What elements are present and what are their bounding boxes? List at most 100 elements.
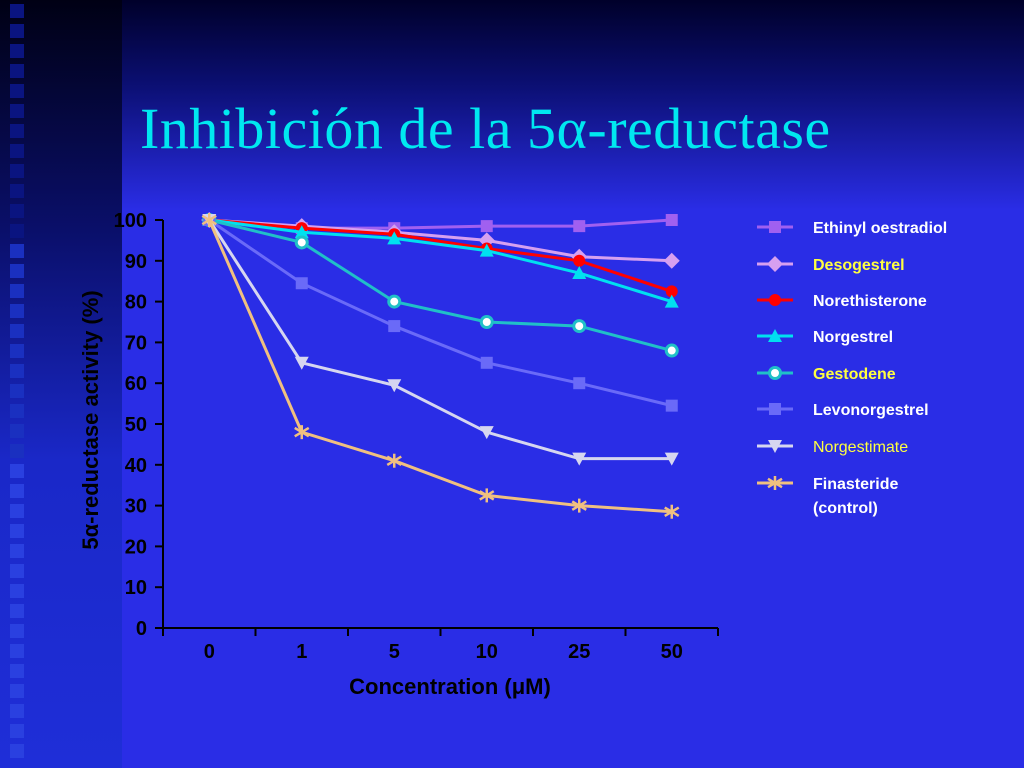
data-point [573,377,586,390]
y-tick-label: 100 [114,210,147,232]
legend-item: Norgestimate [757,439,908,456]
data-point [294,225,309,239]
decor-square [10,484,24,498]
y-tick-label: 80 [125,292,147,314]
legend-marker [767,476,783,490]
x-tick-label: 0 [204,641,215,663]
series-line [207,219,672,461]
series-gestodene [202,213,679,358]
decor-square [10,204,24,218]
legend-label: Desogestrel [813,257,905,274]
slide-title: Inhibición de la 5α-reductase [140,96,831,161]
decor-square [10,564,24,578]
x-tick-label: 1 [296,641,307,663]
decor-square [10,24,24,38]
legend-marker [768,440,782,453]
y-tick-label: 0 [136,618,147,640]
data-point [388,320,401,333]
legend-label: Ethinyl oestradiol [813,220,947,237]
data-point [294,356,309,370]
data-point [571,498,587,513]
legend-item: Gestodene [757,366,896,383]
series-line [208,218,673,408]
data-point [201,213,217,227]
data-point [294,235,309,250]
data-point [572,266,587,280]
data-point [665,285,678,298]
legend-item: Ethinyl oestradiol [757,220,947,237]
decor-square [10,184,24,198]
decor-square [10,524,24,538]
x-tick-label: 5 [389,641,400,663]
data-point [479,488,495,503]
data-point [572,319,587,334]
data-point [664,294,679,308]
legend-label: Levonorgestrel [813,402,929,419]
series-line [208,218,673,353]
decor-square [10,364,24,378]
legend-item: Norethisterone [757,293,927,310]
y-tick-label: 50 [125,414,147,436]
slide-top-gradient [122,0,1024,210]
decor-square [10,624,24,638]
chart-series [201,212,680,519]
y-tick-label: 90 [125,251,147,273]
y-tick-label: 20 [125,536,147,558]
data-point [664,343,679,358]
decor-square [10,604,24,618]
legend-label: Norethisterone [813,293,927,310]
decor-square [10,84,24,98]
decor-square [10,64,24,78]
decor-square [10,304,24,318]
series-line [207,219,672,514]
legend-item: Levonorgestrel [757,402,929,419]
legend-item: Finasteride (control) [757,476,898,517]
decor-square [10,644,24,658]
slide-decoration-squares [10,4,24,758]
series-norgestimate [202,214,679,466]
decor-square [10,144,24,158]
y-tick-label: 30 [125,496,147,518]
x-tick-label: 10 [476,641,498,663]
decor-square [10,4,24,18]
decor-square [10,164,24,178]
decor-square [10,384,24,398]
legend-label: Gestodene [813,366,896,383]
data-point [480,220,493,233]
decor-square [10,744,24,758]
data-point [572,452,587,466]
x-axis-label: Concentration (μM) [349,674,551,699]
y-axis-label: 5α-reductase activity (%) [78,290,103,549]
legend-marker [768,366,782,380]
legend-marker [769,221,781,233]
decor-square [10,464,24,478]
y-tick-label: 40 [125,455,147,477]
decor-square [10,704,24,718]
legend-item: Norgestrel [757,329,893,346]
decor-square [10,504,24,518]
data-point [573,220,586,233]
x-tick-label: 50 [661,641,683,663]
decor-square [10,324,24,338]
data-point [386,453,402,468]
data-point [479,243,494,257]
decor-square [10,684,24,698]
decor-square [10,444,24,458]
series-line [209,218,673,304]
legend-item: Desogestrel [757,256,905,274]
data-point [573,254,586,267]
data-point [294,425,310,440]
decor-square [10,404,24,418]
data-point [387,379,402,393]
legend-label: Norgestrel [813,329,893,346]
y-tick-label: 10 [125,577,147,599]
legend-label: Finasteride (control) [813,476,898,517]
decor-square [10,664,24,678]
legend-marker [768,329,782,342]
chart-axes: 0 10 20 30 40 50 60 70 80 90 100 0 1 5 10 25 50 [114,210,719,663]
data-point [664,452,679,466]
decor-square [10,244,24,258]
data-point [295,277,308,290]
legend-marker [769,403,781,415]
